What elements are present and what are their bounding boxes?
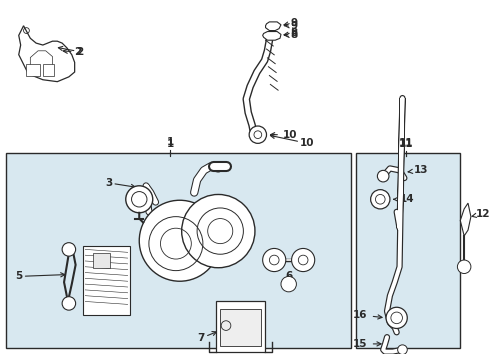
Circle shape <box>62 243 75 256</box>
Text: 5: 5 <box>15 271 65 282</box>
Text: 2: 2 <box>63 47 81 57</box>
Polygon shape <box>263 32 281 40</box>
Text: 2: 2 <box>58 46 84 57</box>
Text: 8: 8 <box>284 28 298 39</box>
Circle shape <box>377 170 389 182</box>
Circle shape <box>249 126 267 143</box>
Text: 3: 3 <box>105 178 135 189</box>
Text: 10: 10 <box>270 130 297 140</box>
Text: 15: 15 <box>353 339 381 349</box>
Circle shape <box>386 307 407 328</box>
Text: 4: 4 <box>95 267 102 279</box>
Bar <box>220 309 261 346</box>
Circle shape <box>457 260 471 274</box>
Text: 9: 9 <box>285 21 298 31</box>
Bar <box>93 253 110 268</box>
Polygon shape <box>19 26 74 82</box>
Polygon shape <box>266 22 281 31</box>
Text: 7: 7 <box>197 332 217 343</box>
Text: 6: 6 <box>285 271 293 285</box>
Circle shape <box>62 297 75 310</box>
Text: 10: 10 <box>270 134 315 148</box>
Circle shape <box>370 190 390 209</box>
Circle shape <box>139 200 220 281</box>
Bar <box>26 64 40 76</box>
Text: 11: 11 <box>399 139 414 149</box>
Text: 16: 16 <box>353 310 382 320</box>
Circle shape <box>281 276 296 292</box>
Circle shape <box>397 345 407 355</box>
Text: 11: 11 <box>399 138 414 148</box>
Circle shape <box>263 248 286 271</box>
Text: 13: 13 <box>408 165 429 175</box>
Circle shape <box>126 186 153 213</box>
Bar <box>6 153 351 348</box>
Text: 9: 9 <box>284 18 298 28</box>
Text: 1: 1 <box>167 137 174 147</box>
Text: 1: 1 <box>167 139 174 149</box>
Polygon shape <box>460 203 471 236</box>
Text: 8: 8 <box>285 30 298 40</box>
Bar <box>83 246 130 315</box>
Text: 12: 12 <box>472 209 490 219</box>
Bar <box>356 153 460 348</box>
Bar <box>217 301 265 352</box>
Circle shape <box>182 194 255 268</box>
Circle shape <box>292 248 315 271</box>
Bar <box>43 64 54 76</box>
Text: 14: 14 <box>393 194 414 204</box>
